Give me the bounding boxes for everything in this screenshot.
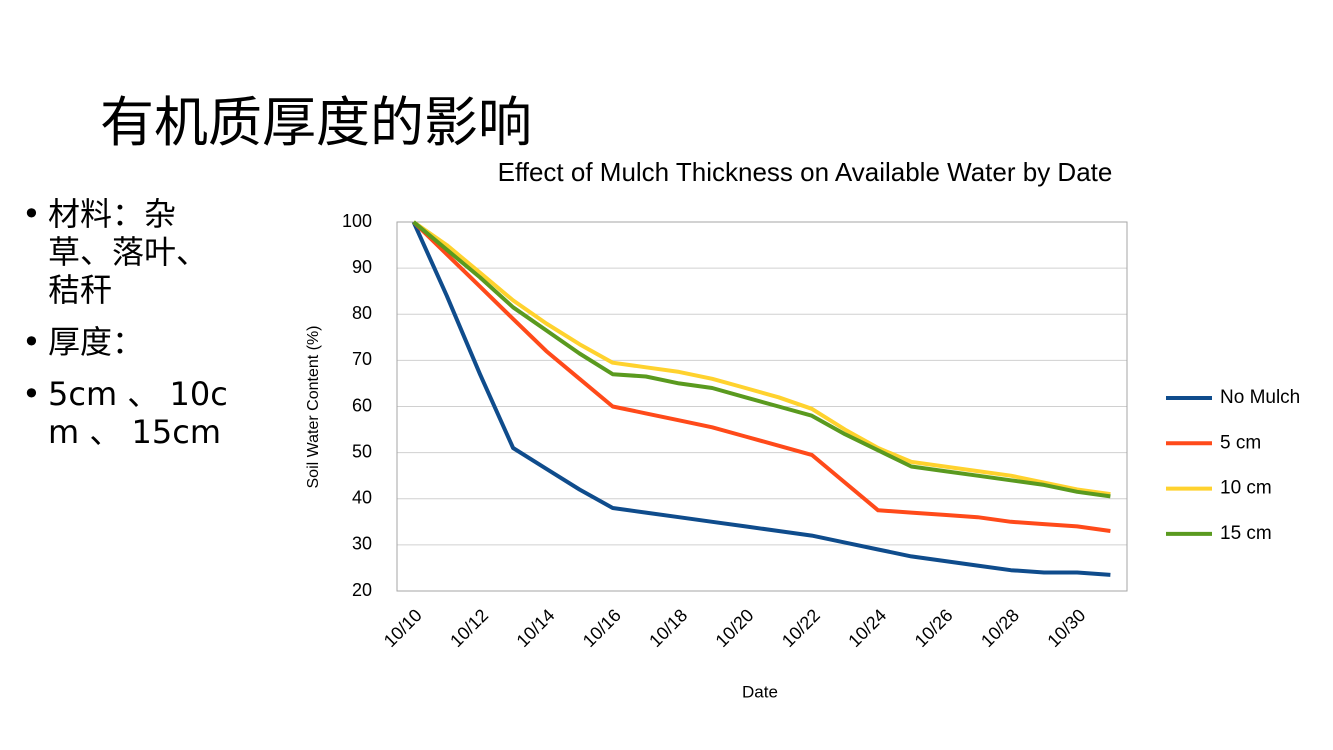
legend-label: No Mulch [1220,387,1300,408]
x-tick-label: 10/18 [645,605,691,651]
x-axis-label: Date [742,682,778,701]
y-tick-label: 60 [352,395,372,415]
legend-label: 15 cm [1220,523,1272,544]
y-tick-label: 70 [352,349,372,369]
legend-label: 5 cm [1220,432,1261,453]
y-tick-label: 20 [352,580,372,600]
x-tick-label: 10/22 [778,605,824,651]
slide-title: 有机质厚度的影响 [100,91,532,154]
x-tick-label: 10/10 [380,605,426,651]
y-tick-label: 90 [352,257,372,277]
series-line [412,220,1111,533]
chart-title: Effect of Mulch Thickness on Available W… [498,157,1113,187]
bullet: 5cm 、 10cm 、 15cm [22,375,237,451]
y-tick-label: 100 [342,211,372,231]
legend-label: 10 cm [1220,478,1272,499]
x-tick-label: 10/26 [911,605,957,651]
series-line [411,221,1111,577]
y-tick-label: 30 [352,534,372,554]
y-tick-label: 80 [352,303,372,323]
y-tick-label: 50 [352,441,372,461]
plot-frame [396,221,1128,592]
series-line [412,220,1111,497]
x-tick-label: 10/30 [1043,605,1089,651]
x-tick-label: 10/28 [977,605,1023,651]
bullet: 厚度： [22,323,237,361]
x-tick-label: 10/20 [712,605,758,651]
series-line [412,220,1111,499]
x-tick-label: 10/24 [844,605,890,651]
x-tick-label: 10/12 [446,605,492,651]
bullet-list: 材料：杂草、落叶、秸秆 厚度： 5cm 、 10cm 、 15cm [22,195,237,465]
y-tick-label: 40 [352,488,372,508]
x-tick-label: 10/16 [579,605,625,651]
y-axis-label: Soil Water Content (%) [305,325,322,488]
x-tick-label: 10/14 [513,605,559,651]
bullet: 材料：杂草、落叶、秸秆 [22,195,237,309]
